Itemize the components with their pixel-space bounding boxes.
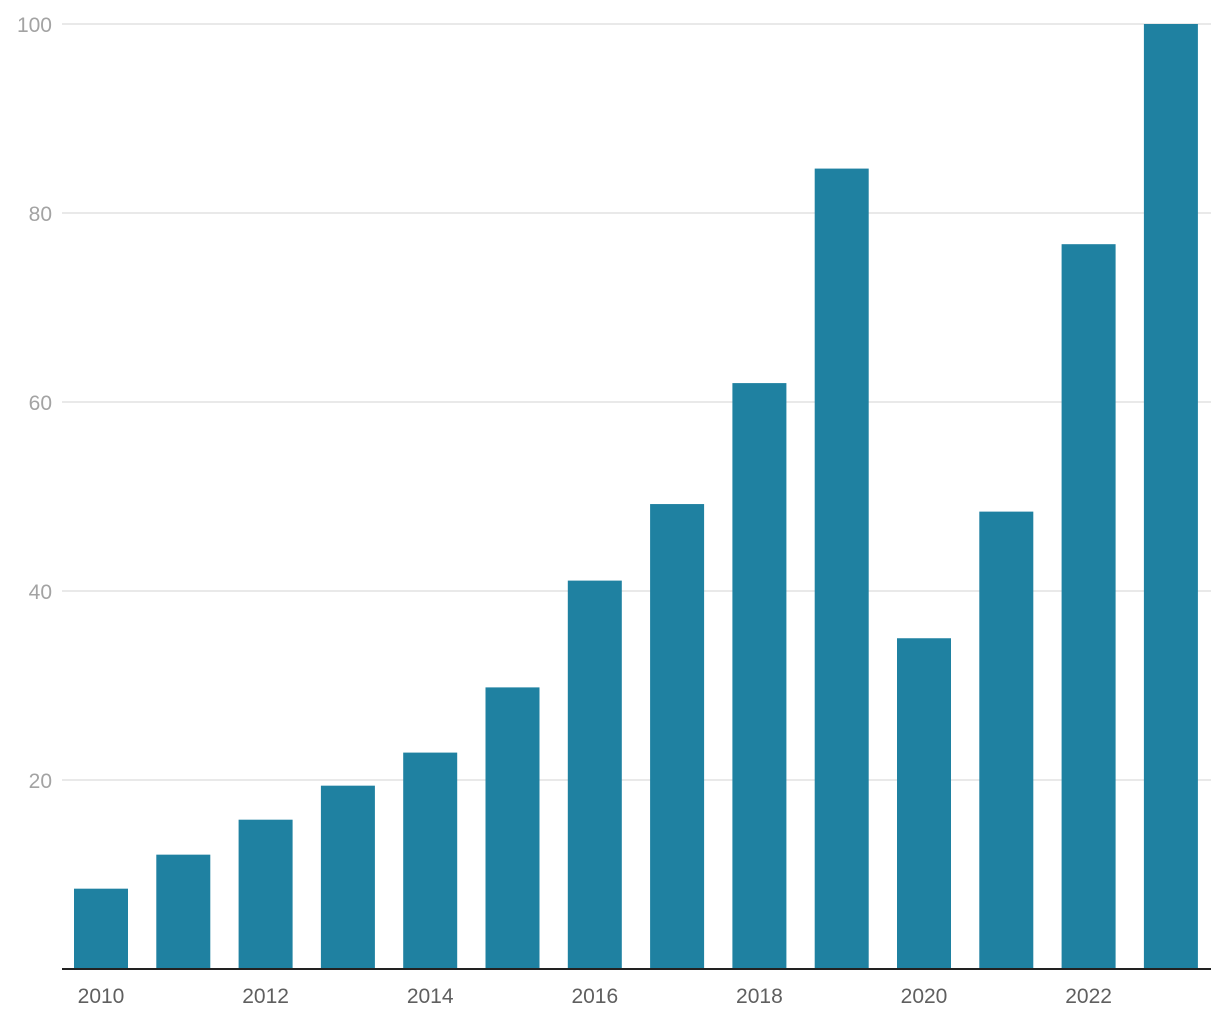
bar-2014 xyxy=(403,752,458,969)
bar-2011 xyxy=(156,854,211,969)
bars xyxy=(74,24,1198,970)
y-tick-label-60: 60 xyxy=(29,392,52,415)
x-tick-label-2018: 2018 xyxy=(736,985,783,1008)
bar-2020 xyxy=(897,638,951,969)
y-tick-label-80: 80 xyxy=(29,203,52,226)
y-tick-label-40: 40 xyxy=(29,581,52,604)
bar-2016 xyxy=(567,580,622,969)
x-axis-tick-labels: 2010 2012 2014 2016 2018 2020 2022 xyxy=(78,985,1112,1008)
bar-2021 xyxy=(979,511,1034,969)
bar-2015 xyxy=(485,687,540,969)
bar-2018 xyxy=(732,383,787,970)
x-tick-label-2016: 2016 xyxy=(571,985,618,1008)
y-tick-label-20: 20 xyxy=(29,770,52,793)
bar-2012 xyxy=(238,819,293,969)
x-tick-label-2022: 2022 xyxy=(1065,985,1112,1008)
x-tick-label-2014: 2014 xyxy=(407,985,454,1008)
bar-2022 xyxy=(1061,244,1116,969)
y-axis-tick-labels: 20 40 60 80 100 xyxy=(17,14,52,793)
bar-2010 xyxy=(74,888,128,969)
bar-2017 xyxy=(650,504,705,969)
bar-2013 xyxy=(320,785,375,969)
y-tick-label-100: 100 xyxy=(17,14,52,37)
bar-2019 xyxy=(814,168,869,969)
bar-2023 xyxy=(1143,24,1198,969)
x-tick-label-2020: 2020 xyxy=(901,985,948,1008)
x-tick-label-2012: 2012 xyxy=(242,985,289,1008)
x-tick-label-2010: 2010 xyxy=(78,985,125,1008)
gridlines xyxy=(62,23,1211,781)
